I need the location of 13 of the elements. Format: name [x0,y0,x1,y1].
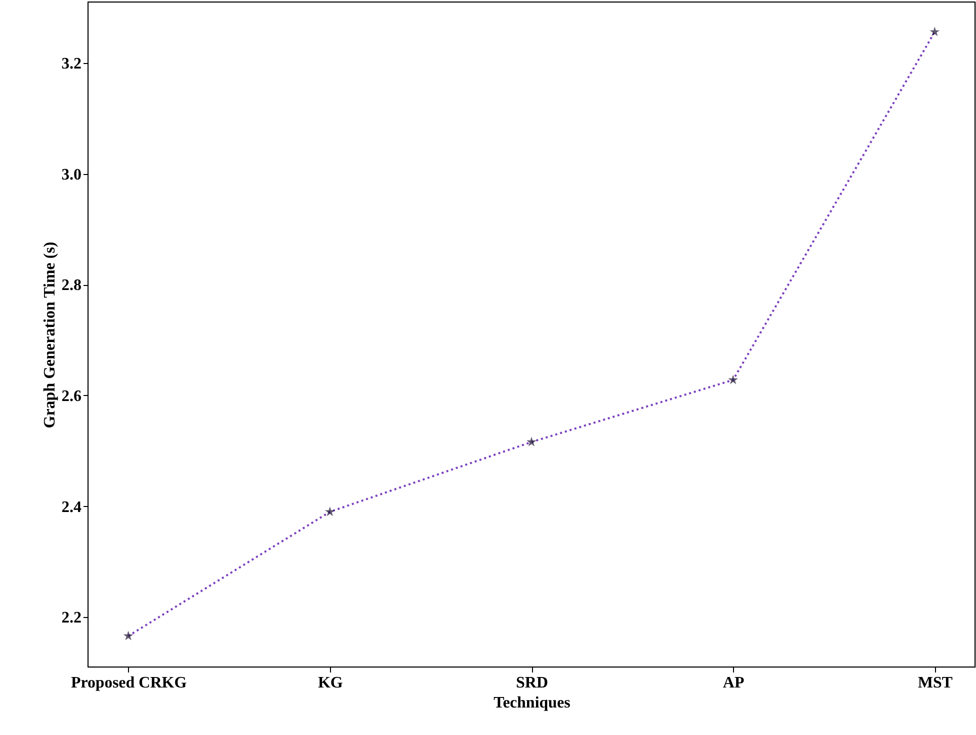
y-tick-label: 2.8 [62,277,82,294]
y-tick-label: 2.4 [62,498,82,516]
x-tick-label: SRD [516,674,548,692]
x-axis-title: Techniques [494,694,570,712]
x-tick-label: MST [918,674,953,692]
y-tick-label: 3.2 [62,55,82,72]
y-tick-label: 2.2 [62,610,82,627]
y-tick-label: 3.0 [62,166,82,184]
y-axis-title: Graph Generation Time (s) [42,242,58,428]
x-tick-label: Proposed CRKG [70,674,188,692]
x-tick-label: KG [318,674,344,692]
x-tick-label: AP [722,674,744,692]
y-tick-label: 2.6 [62,388,82,405]
